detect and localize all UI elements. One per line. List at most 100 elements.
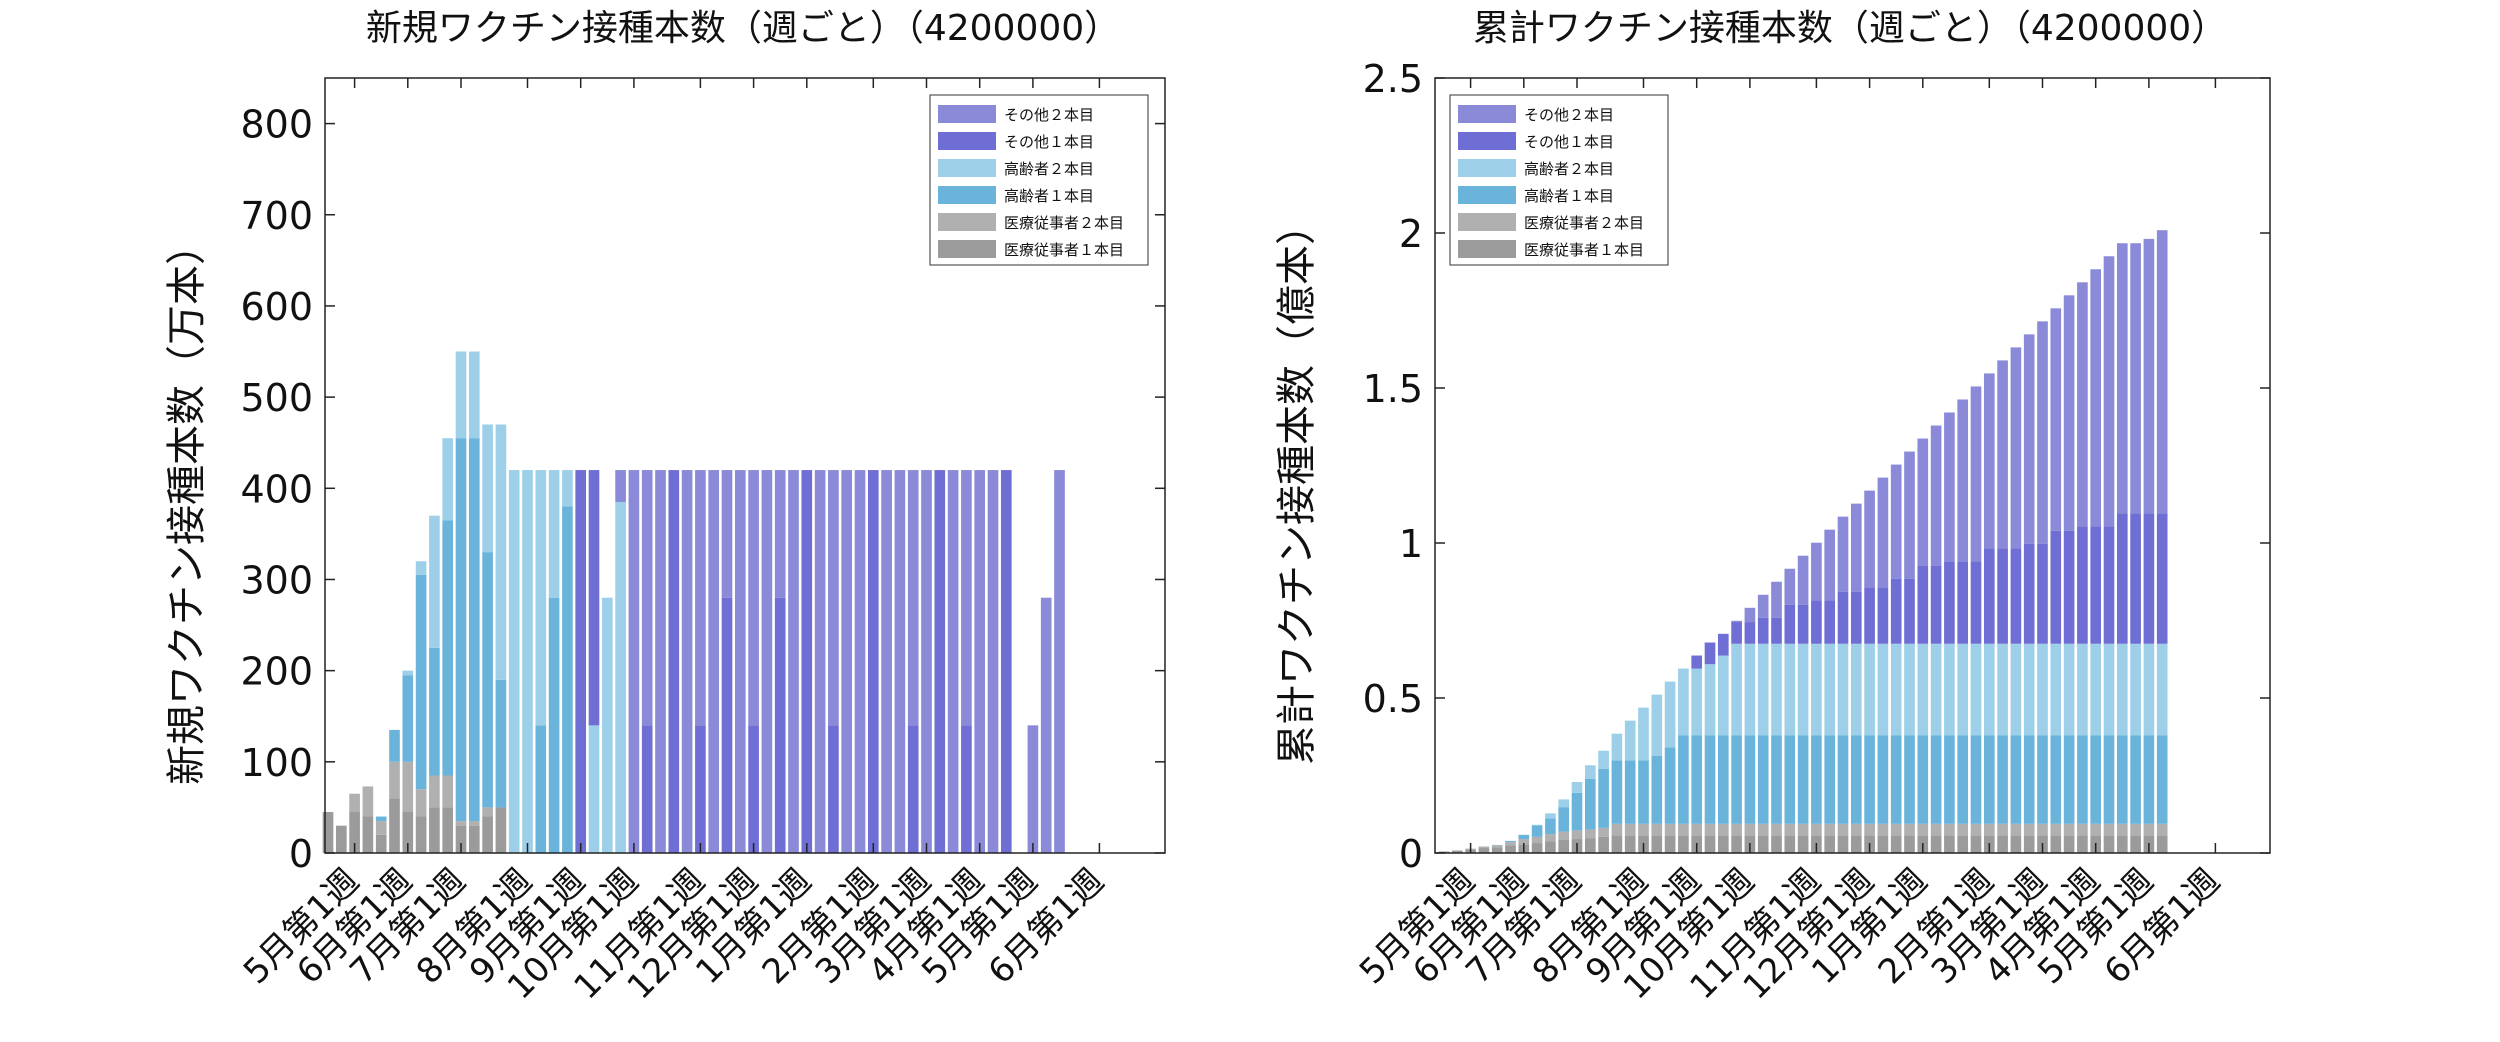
- bar-other1-36: [801, 470, 813, 853]
- bar-other2-44: [2023, 334, 2035, 544]
- right-plot-frame: [1434, 77, 2271, 854]
- bar-medical2-10: [455, 821, 467, 826]
- bar-other1-28: [695, 725, 706, 853]
- legend-swatch-medical2: [938, 213, 996, 231]
- bar-elderly1-26: [1784, 735, 1796, 824]
- bar-medical2-40: [1970, 823, 1982, 836]
- bar-other2-47: [2063, 295, 2075, 531]
- bar-medical2-49: [2090, 823, 2102, 836]
- bar-elderly1-38: [1944, 735, 1955, 824]
- bar-other2-45: [2037, 321, 2048, 544]
- bar-medical2-15: [1638, 823, 1649, 836]
- bar-medical1-27: [1797, 835, 1809, 853]
- bar-elderly2-17: [1664, 681, 1676, 748]
- bar-other1-41: [867, 470, 879, 853]
- bar-other1-44: [2023, 543, 2035, 644]
- bar-elderly1-42: [1997, 735, 2008, 824]
- bar-other1-21: [1717, 633, 1729, 656]
- bar-medical1-1: [1451, 850, 1463, 853]
- bar-elderly1-32: [1864, 735, 1875, 824]
- legend-swatch-medical2: [1458, 213, 1516, 231]
- bar-medical1-46: [2050, 835, 2062, 853]
- bar-elderly1-11: [1584, 778, 1596, 830]
- bar-elderly1-54: [2156, 735, 2168, 824]
- bar-elderly2-6: [402, 670, 414, 676]
- legend-label-elderly2: 高齢者２本目: [1004, 160, 1094, 178]
- bar-medical2-32: [1864, 823, 1875, 836]
- bar-other1-29: [1824, 600, 1836, 644]
- bar-elderly2-19: [1691, 668, 1703, 736]
- bar-other2-55: [1054, 470, 1065, 853]
- bar-other1-38: [1944, 561, 1955, 644]
- bar-elderly2-45: [2037, 643, 2048, 736]
- bar-elderly1-7: [415, 574, 427, 790]
- bar-elderly2-27: [1797, 643, 1809, 736]
- bar-elderly2-7: [415, 561, 427, 575]
- bar-medical2-18: [1678, 823, 1689, 836]
- left-chart-ylabel: 新規ワクチン接種本数（万本）: [164, 225, 210, 785]
- bar-elderly2-40: [1970, 643, 1982, 736]
- bar-elderly1-12: [482, 552, 493, 808]
- bar-other1-40: [1970, 561, 1982, 644]
- bar-other1-34: [1890, 578, 1902, 644]
- bar-other2-52: [2130, 243, 2141, 514]
- bar-elderly2-31: [1850, 643, 1862, 736]
- bar-medical1-48: [2077, 835, 2088, 853]
- bar-medical2-8: [429, 775, 440, 808]
- bar-other1-45: [2037, 543, 2048, 644]
- bar-elderly1-36: [1917, 735, 1929, 824]
- bar-elderly2-54: [2156, 643, 2168, 736]
- bar-elderly1-18: [1678, 735, 1689, 824]
- ytick-label: 1.5: [1363, 367, 1423, 411]
- right-chart-ylabel: 累計ワクチン接種本数（億本）: [1274, 205, 1320, 765]
- bar-elderly2-15: [522, 470, 533, 853]
- bar-elderly1-5: [1505, 840, 1516, 843]
- bar-medical2-27: [1797, 823, 1809, 836]
- bar-elderly2-22: [1731, 643, 1742, 736]
- bar-other2-36: [1917, 438, 1929, 566]
- bar-medical2-33: [1877, 823, 1889, 836]
- ytick-label: 800: [240, 103, 313, 147]
- bar-elderly1-16: [535, 725, 547, 853]
- bar-elderly2-22: [615, 501, 626, 853]
- legend-label-medical1: 医療従事者１本目: [1004, 241, 1124, 259]
- bar-medical2-50: [2103, 823, 2115, 836]
- bar-other2-40: [854, 470, 866, 853]
- bar-other2-35: [1904, 451, 1915, 579]
- ytick-label: 2.5: [1363, 57, 1423, 101]
- bar-medical1-5: [389, 798, 400, 853]
- bar-other2-44: [907, 470, 919, 726]
- bar-medical1-30: [1837, 835, 1849, 853]
- bar-medical2-9: [1558, 831, 1570, 840]
- bar-other1-19: [575, 470, 587, 853]
- ytick-label: 2: [1399, 212, 1423, 256]
- bar-other1-30: [721, 597, 733, 853]
- legend-swatch-other1: [1458, 132, 1516, 150]
- bar-medical2-29: [1824, 823, 1836, 836]
- bar-other2-23: [628, 470, 640, 853]
- bar-medical1-35: [1904, 835, 1915, 853]
- bar-other2-32: [748, 470, 759, 726]
- bar-other1-30: [1837, 591, 1849, 644]
- bar-elderly2-30: [1837, 643, 1849, 736]
- bar-elderly2-23: [1744, 643, 1756, 736]
- bar-elderly2-38: [1944, 643, 1955, 736]
- bar-other2-25: [1771, 581, 1782, 618]
- bar-medical1-38: [1944, 835, 1955, 853]
- bar-other2-24: [1757, 594, 1769, 618]
- bar-elderly2-14: [1624, 720, 1636, 761]
- legend-label-medical1: 医療従事者１本目: [1524, 241, 1644, 259]
- bar-medical1-18: [1678, 835, 1689, 853]
- bar-medical1-47: [2063, 835, 2075, 853]
- bar-medical2-16: [1651, 823, 1663, 836]
- bar-elderly2-28: [1811, 643, 1822, 736]
- bar-elderly1-6: [402, 675, 414, 762]
- bar-medical2-19: [1691, 823, 1703, 836]
- bar-other1-28: [1811, 600, 1822, 644]
- bar-medical1-17: [1664, 835, 1676, 853]
- bar-medical1-11: [1584, 838, 1596, 853]
- bar-elderly2-18: [1678, 668, 1689, 736]
- bar-medical2-12: [482, 807, 493, 817]
- bar-elderly2-43: [2010, 643, 2022, 736]
- bar-elderly1-15: [1638, 760, 1649, 824]
